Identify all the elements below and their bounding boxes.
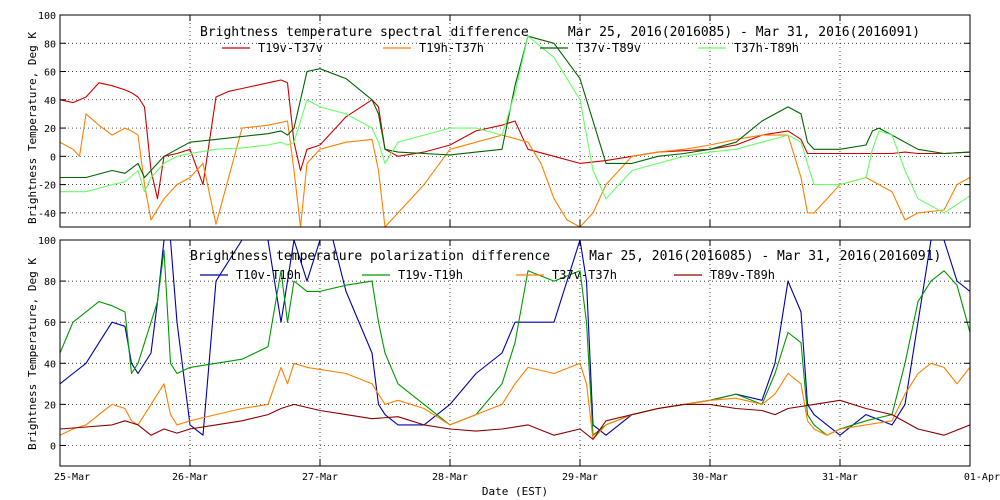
bottom-y-ticks: 0 20 40 60 80 100: [38, 236, 971, 466]
top-grid: [60, 15, 970, 227]
x-tick-label: 25-Mar: [54, 472, 90, 483]
series-line-t10v-t10h: [60, 240, 970, 436]
series-line-t37v-t89v: [60, 35, 970, 179]
bottom-chart-title: Brightness temperature polarization diff…: [190, 249, 941, 264]
y-tick-label: 60: [44, 68, 56, 79]
legend-label: T37v-T89v: [576, 41, 641, 55]
y-tick-label: 80: [44, 39, 56, 50]
x-tick-label: 01-Apr: [964, 472, 1000, 483]
x-tick-label: 30-Mar: [692, 472, 728, 483]
y-tick-label: 20: [44, 124, 56, 135]
polarization-difference-panel: 0 20 40 60 80 100 25-Mar 26-Mar 27-Mar 28-Mar 29-…: [26, 236, 1000, 498]
x-axis-label: Date (EST): [482, 485, 548, 498]
legend-label: T10v-T10h: [236, 268, 301, 282]
y-tick-label: 0: [50, 441, 56, 452]
top-axes-frame: [59, 14, 971, 228]
y-tick-label: 0: [50, 152, 56, 163]
y-tick-label: 60: [44, 318, 56, 329]
y-tick-label: 100: [38, 11, 56, 22]
bottom-axes-frame: [59, 239, 971, 467]
y-tick-label: 40: [44, 359, 56, 370]
bottom-series: [60, 240, 970, 440]
series-line-t89v-t89h: [60, 399, 970, 440]
bottom-legend: T10v-T10h T19v-T19h T37v-T37h T89v-T89h: [200, 268, 775, 282]
top-series: [60, 35, 970, 227]
x-tick-label: 29-Mar: [562, 472, 598, 483]
bottom-x-ticks: 25-Mar 26-Mar 27-Mar 28-Mar 29-Mar 30-Mar 31-M…: [54, 472, 1000, 483]
legend-label: T89v-T89h: [710, 268, 775, 282]
series-line-t19h-t37h: [60, 113, 970, 227]
legend-label: T37v-T37h: [552, 268, 617, 282]
series-line-t19v-t37v: [60, 79, 970, 200]
series-line-t37v-t37h: [60, 362, 970, 440]
top-y-axis-label: Brightness Temperature, Deg K: [26, 32, 39, 224]
y-tick-label: 100: [38, 236, 56, 247]
bottom-grid: [60, 240, 970, 466]
y-tick-label: 80: [44, 277, 56, 288]
y-tick-label: -20: [38, 181, 56, 192]
x-tick-label: 26-Mar: [172, 472, 208, 483]
legend-label: T19v-T37v: [258, 41, 323, 55]
legend-label: T19v-T19h: [398, 268, 463, 282]
x-tick-label: 31-Mar: [822, 472, 858, 483]
spectral-difference-panel: -40 -20 0 20 40 60 80 100 Brightness temperatur…: [26, 11, 971, 228]
series-line-t37h-t89h: [60, 35, 970, 214]
bottom-y-axis-label: Brightness Temperature, Deg K: [26, 258, 39, 450]
y-tick-label: 20: [44, 400, 56, 411]
x-tick-label: 27-Mar: [302, 472, 338, 483]
y-tick-label: 40: [44, 96, 56, 107]
top-y-ticks: -40 -20 0 20 40 60 80 100: [38, 11, 971, 227]
top-legend: T19v-T37v T19h-T37h T37v-T89v T37h-T89h: [222, 41, 799, 55]
legend-label: T19h-T37h: [419, 41, 484, 55]
top-chart-title: Brightness temperature spectral differen…: [200, 25, 920, 40]
x-tick-label: 28-Mar: [432, 472, 468, 483]
legend-label: T37h-T89h: [734, 41, 799, 55]
y-tick-label: -40: [38, 209, 56, 220]
